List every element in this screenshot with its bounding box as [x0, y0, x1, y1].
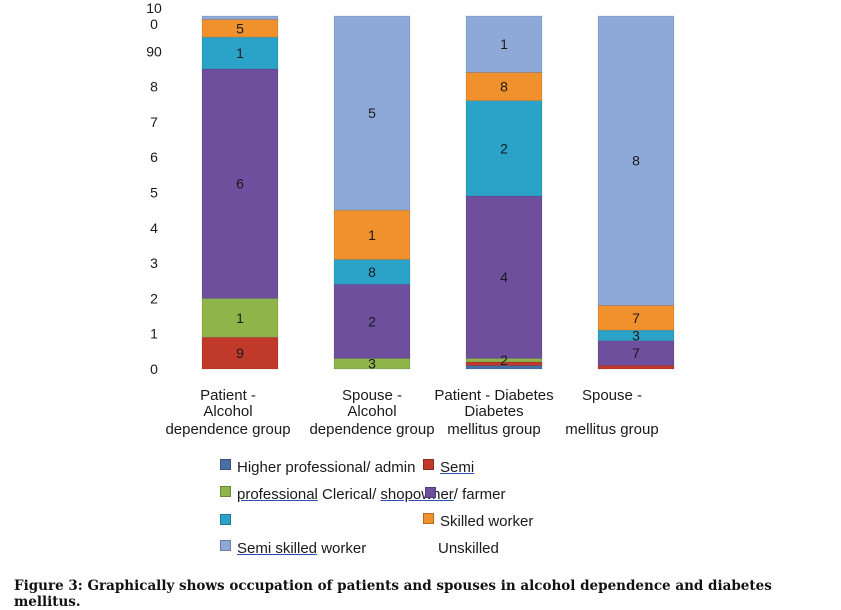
legend-label-skilled-worker: Skilled worker: [440, 513, 534, 530]
bar-segment-4-4: [597, 340, 675, 366]
bar-segment-2-5: [333, 259, 411, 285]
y-tick-label: 0: [150, 361, 158, 377]
bar-label-2-6: 1: [368, 227, 376, 243]
bar-label-4-7: 8: [632, 153, 640, 169]
legend-swatch-unemployed: [220, 540, 231, 551]
bar-segment-2-4: [333, 283, 411, 359]
bar-label-3-5: 2: [500, 140, 508, 156]
bar-label-1-2: 9: [236, 345, 244, 361]
y-tick-label: 5: [150, 185, 158, 201]
legend-label-higher-professional: Higher professional/ admin: [237, 459, 416, 476]
bar-label-3-7: 1: [500, 36, 508, 52]
legend-item-skilled-worker: Skilled worker: [423, 513, 533, 530]
bar-segment-2-6: [333, 209, 411, 260]
bar-label-1-5: 1: [236, 45, 244, 61]
bar-segment-2-7: [333, 15, 411, 211]
category-label-2-line-3: dependence group: [309, 421, 434, 438]
legend-label-worker: worker: [317, 540, 367, 557]
bar-label-3-4: 4: [500, 269, 508, 285]
bar-segment-4-5: [597, 329, 675, 342]
bar-label-2-7: 5: [368, 105, 376, 121]
y-tick-label: 0: [150, 16, 158, 32]
legend-swatch-semi-skilled: [220, 514, 231, 525]
bar-label-4-4: 7: [632, 345, 640, 361]
legend-item-higher-professional: Higher professional/ admin: [220, 459, 415, 476]
bars-group: [201, 15, 675, 370]
legend-label-farmer: / farmer: [453, 486, 506, 503]
bar-label-2-3: 3: [368, 356, 376, 372]
legend-label-shopowner: shopowner: [380, 486, 454, 503]
category-label-2-line-2: Alcohol: [347, 403, 396, 420]
y-tick-label: 2: [150, 290, 158, 306]
legend-swatch-semi-professional: [423, 459, 434, 470]
y-tick-label: 1: [150, 326, 158, 342]
bar-segment-4-2: [597, 365, 675, 370]
y-tick-label: 6: [150, 149, 158, 165]
legend-item-unskilled: Unskilled: [438, 540, 499, 557]
category-label-4-line-1: Spouse -: [582, 387, 642, 404]
y-tick-label: 90: [146, 43, 162, 59]
legend-item-semi-skilled-swatch: [220, 514, 237, 531]
legend-item-semi: Semi: [423, 459, 474, 476]
bar-segment-1-5: [201, 36, 279, 70]
bar-segment-1-7: [201, 15, 279, 20]
bar-label-1-3: 1: [236, 310, 244, 326]
bar-label-2-5: 8: [368, 264, 376, 280]
category-label-4-line-3: mellitus group: [565, 421, 658, 438]
legend-swatch-clerical: [220, 486, 231, 497]
bar-segment-1-3: [201, 298, 279, 338]
y-tick-label: 3: [150, 255, 158, 271]
legend-swatch-higher-professional: [220, 459, 231, 470]
category-label-3-line-1: Patient - Diabetes: [434, 387, 553, 404]
bar-segment-3-5: [465, 100, 543, 197]
legend-item-skilled-swatch: [425, 487, 442, 504]
figure-caption: Figure 3: Graphically shows occupation o…: [14, 578, 772, 610]
legend-label-semi: Semi: [440, 459, 475, 476]
bar-label-3-6: 8: [500, 79, 508, 95]
bar-segment-4-7: [597, 15, 675, 306]
y-tick-label: 8: [150, 79, 158, 95]
bar-label-3-3: 2: [500, 352, 508, 368]
y-tick-label: 4: [150, 220, 158, 236]
y-tick-label: 7: [150, 114, 158, 130]
bar-label-4-5: 3: [632, 327, 640, 343]
bar-label-2-4: 2: [368, 313, 376, 329]
legend-item-semi-skilled-worker: Semi skilled worker: [220, 540, 366, 557]
legend-label-semi-skilled: Semi skilled: [237, 540, 318, 557]
y-tick-label: 10: [146, 0, 162, 16]
legend-swatch-skilled-worker: [425, 487, 436, 498]
bar-segment-3-7: [465, 15, 543, 73]
category-label-3-line-2: Diabetes: [464, 403, 523, 420]
legend-label-clerical: Clerical/: [317, 486, 381, 503]
bar-segment-4-6: [597, 305, 675, 331]
category-label-1-line-2: Alcohol: [203, 403, 252, 420]
legend-item-professional-clerical: professional Clerical/ shopowner/ farmer: [220, 486, 505, 503]
category-label-1-line-3: dependence group: [165, 421, 290, 438]
category-label-1-line-1: Patient -: [200, 387, 256, 404]
legend-swatch-unskilled: [423, 513, 434, 524]
bar-label-1-6: 5: [236, 20, 244, 36]
category-label-3-line-3: mellitus group: [447, 421, 540, 438]
bar-label-1-4: 6: [236, 176, 244, 192]
bar-segment-3-6: [465, 72, 543, 102]
bar-segment-3-4: [465, 195, 543, 359]
category-label-2-line-1: Spouse -: [342, 387, 402, 404]
legend-label-unskilled: Unskilled: [438, 540, 499, 557]
bar-segment-1-2: [201, 336, 279, 370]
bar-label-4-6: 7: [632, 310, 640, 326]
legend-label-professional: professional: [237, 486, 318, 503]
